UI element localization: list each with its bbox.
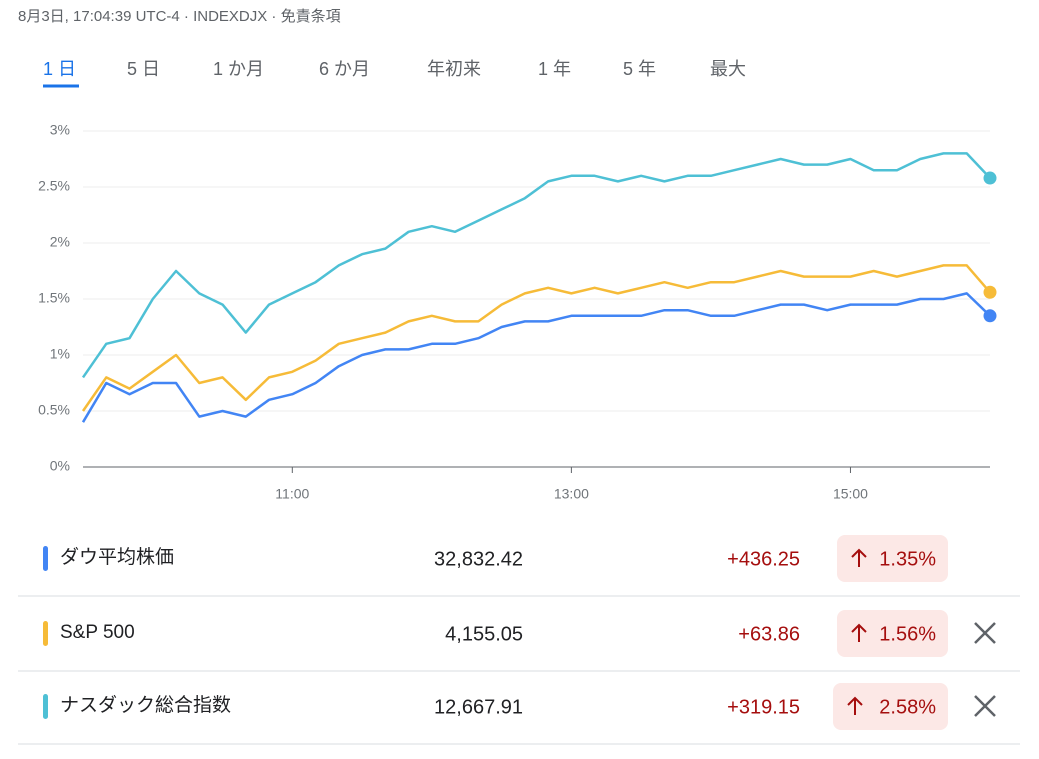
x-tick-label: 15:00 — [833, 486, 868, 502]
series-line — [81, 292, 991, 423]
row-change: +319.15 — [727, 696, 800, 718]
range-tab[interactable]: 5 年 — [623, 59, 656, 79]
series-indicator — [43, 621, 48, 646]
percent-text: 1.35% — [879, 548, 936, 570]
y-tick-label: 0% — [50, 458, 70, 474]
up-arrow — [847, 696, 863, 715]
percent-badge — [837, 535, 948, 582]
series-indicator — [43, 694, 48, 719]
y-tick-label: 2.5% — [38, 178, 70, 194]
range-tab[interactable]: 1 年 — [538, 59, 571, 79]
row-name: ナスダック総合指数 — [60, 694, 231, 716]
remove-button[interactable] — [974, 695, 996, 717]
y-tick-label: 2% — [50, 234, 70, 250]
remove-button[interactable] — [974, 622, 996, 644]
y-tick-label: 1.5% — [38, 290, 70, 306]
range-tab[interactable]: 1 か月 — [213, 59, 264, 79]
range-tab[interactable]: 6 か月 — [319, 59, 370, 79]
up-arrow — [851, 623, 867, 642]
y-tick-label: 1% — [50, 346, 70, 362]
header-text: 8月3日, 17:04:39 UTC-4 · INDEXDJX · 免責条項 — [18, 8, 341, 25]
x-tick-label: 13:00 — [554, 486, 589, 502]
range-tab[interactable]: 最大 — [710, 59, 746, 79]
y-tick-label: 0.5% — [38, 402, 70, 418]
row-price: 32,832.42 — [434, 548, 523, 570]
y-tick-label: 3% — [50, 122, 70, 138]
row-change: +63.86 — [738, 623, 800, 645]
range-tab[interactable]: 1 日 — [43, 59, 76, 79]
end-dot — [983, 171, 997, 185]
row-name: ダウ平均株価 — [60, 546, 174, 568]
row-name: S&P 500 — [60, 622, 135, 643]
percent-badge — [837, 610, 948, 657]
series-line — [81, 264, 991, 412]
row-price: 12,667.91 — [434, 696, 523, 718]
percent-text: 1.56% — [879, 623, 936, 645]
end-dot — [983, 285, 997, 299]
row-price: 4,155.05 — [445, 623, 523, 645]
percent-badge — [833, 683, 948, 730]
range-tab[interactable]: 5 日 — [127, 59, 160, 79]
end-dot — [983, 309, 997, 323]
range-tab[interactable]: 年初来 — [427, 59, 481, 79]
series-indicator — [43, 546, 48, 571]
series-line — [81, 152, 991, 379]
row-change: +436.25 — [727, 548, 800, 570]
percent-text: 2.58% — [879, 696, 936, 718]
up-arrow — [851, 548, 867, 567]
x-tick-label: 11:00 — [275, 486, 309, 502]
